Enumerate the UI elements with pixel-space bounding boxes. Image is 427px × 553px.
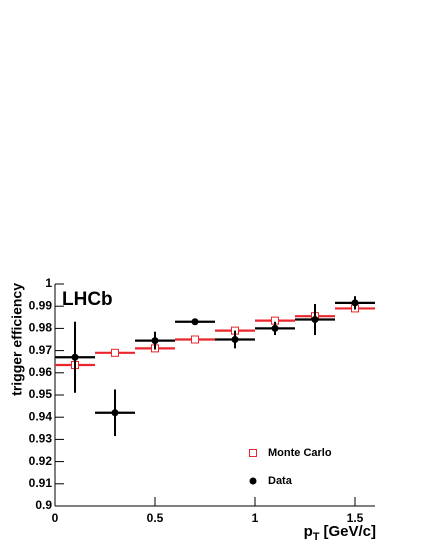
- y-tick-label: 0.99: [29, 298, 53, 312]
- annotation: LHCb: [62, 289, 113, 310]
- x-axis-label-main: p: [304, 523, 313, 540]
- marker: [151, 337, 159, 345]
- x-tick-label: 1: [252, 511, 259, 525]
- x-axis-label: pT [GeV/c]: [304, 523, 376, 543]
- legend-marker: [249, 449, 257, 457]
- x-tick-label: 0.5: [147, 511, 164, 525]
- y-tick-label: 0.94: [29, 409, 53, 423]
- y-tick-label: 0.93: [29, 432, 53, 446]
- x-axis-label-sub: T: [313, 531, 320, 543]
- y-tick-label: 0.97: [29, 343, 53, 357]
- marker: [71, 353, 79, 361]
- x-tick-label: 1.5: [347, 511, 364, 525]
- x-axis-label-unit: [GeV/c]: [323, 523, 376, 540]
- marker: [191, 318, 199, 326]
- marker: [231, 336, 239, 343]
- marker: [191, 335, 199, 344]
- marker: [311, 316, 319, 324]
- y-tick-label: 0.98: [29, 321, 53, 335]
- legend-label: Monte Carlo: [268, 447, 332, 459]
- y-tick-label: 0.95: [29, 387, 53, 401]
- y-axis-label: trigger efficiency: [9, 283, 25, 396]
- y-tick-label: 1: [45, 276, 52, 290]
- legend-marker: [249, 477, 257, 485]
- y-tick-label: 0.9: [35, 498, 52, 512]
- y-tick-label: 0.96: [29, 365, 53, 379]
- marker: [351, 299, 359, 307]
- y-tick-label: 0.92: [29, 454, 53, 468]
- marker: [271, 324, 279, 332]
- marker: [111, 409, 119, 417]
- marker: [111, 348, 119, 357]
- x-tick-label: 0: [52, 511, 59, 525]
- y-tick-label: 0.91: [29, 476, 53, 490]
- legend-label: Data: [268, 475, 293, 487]
